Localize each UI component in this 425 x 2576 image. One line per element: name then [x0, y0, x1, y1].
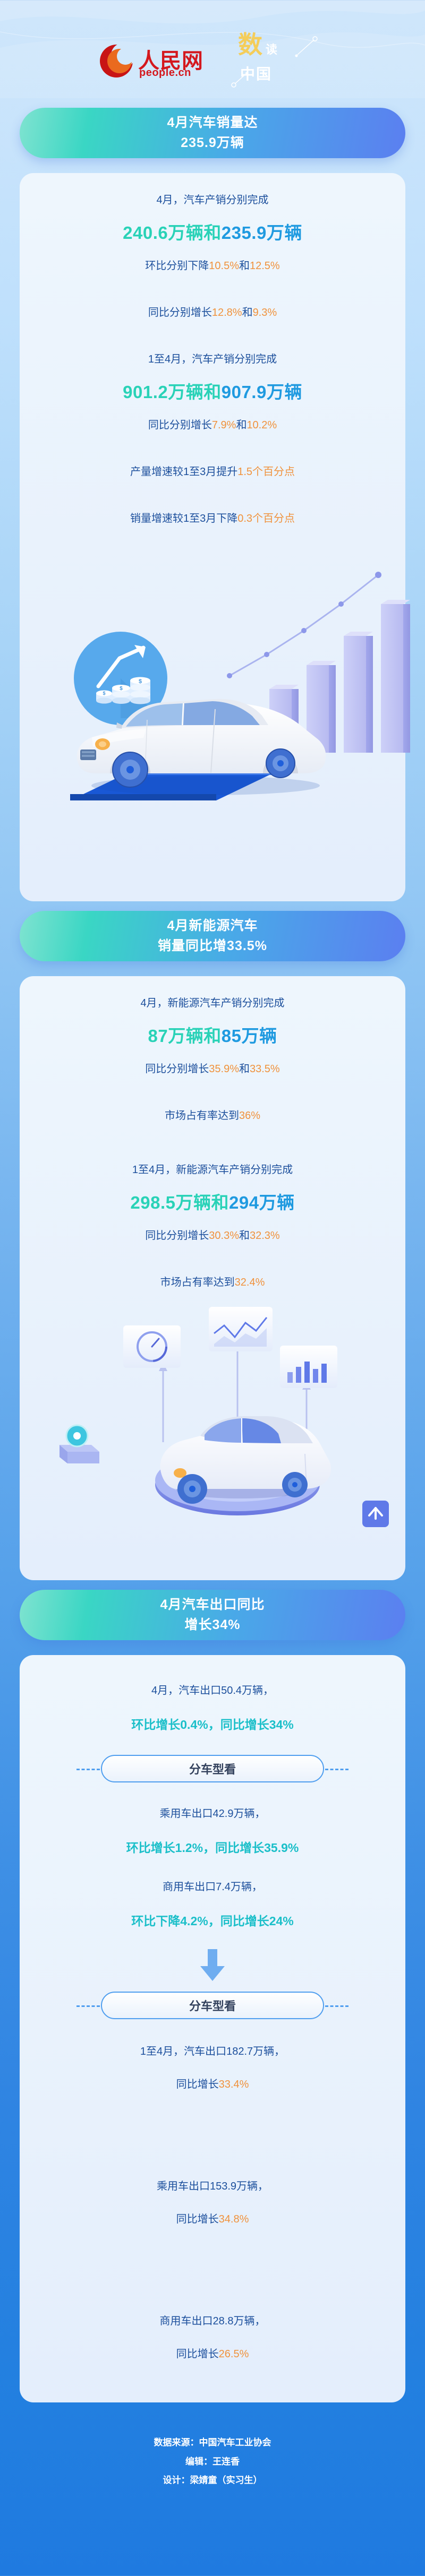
svg-text:$: $ — [103, 691, 105, 696]
svg-text:$: $ — [120, 686, 123, 692]
svg-text:$: $ — [139, 678, 142, 685]
